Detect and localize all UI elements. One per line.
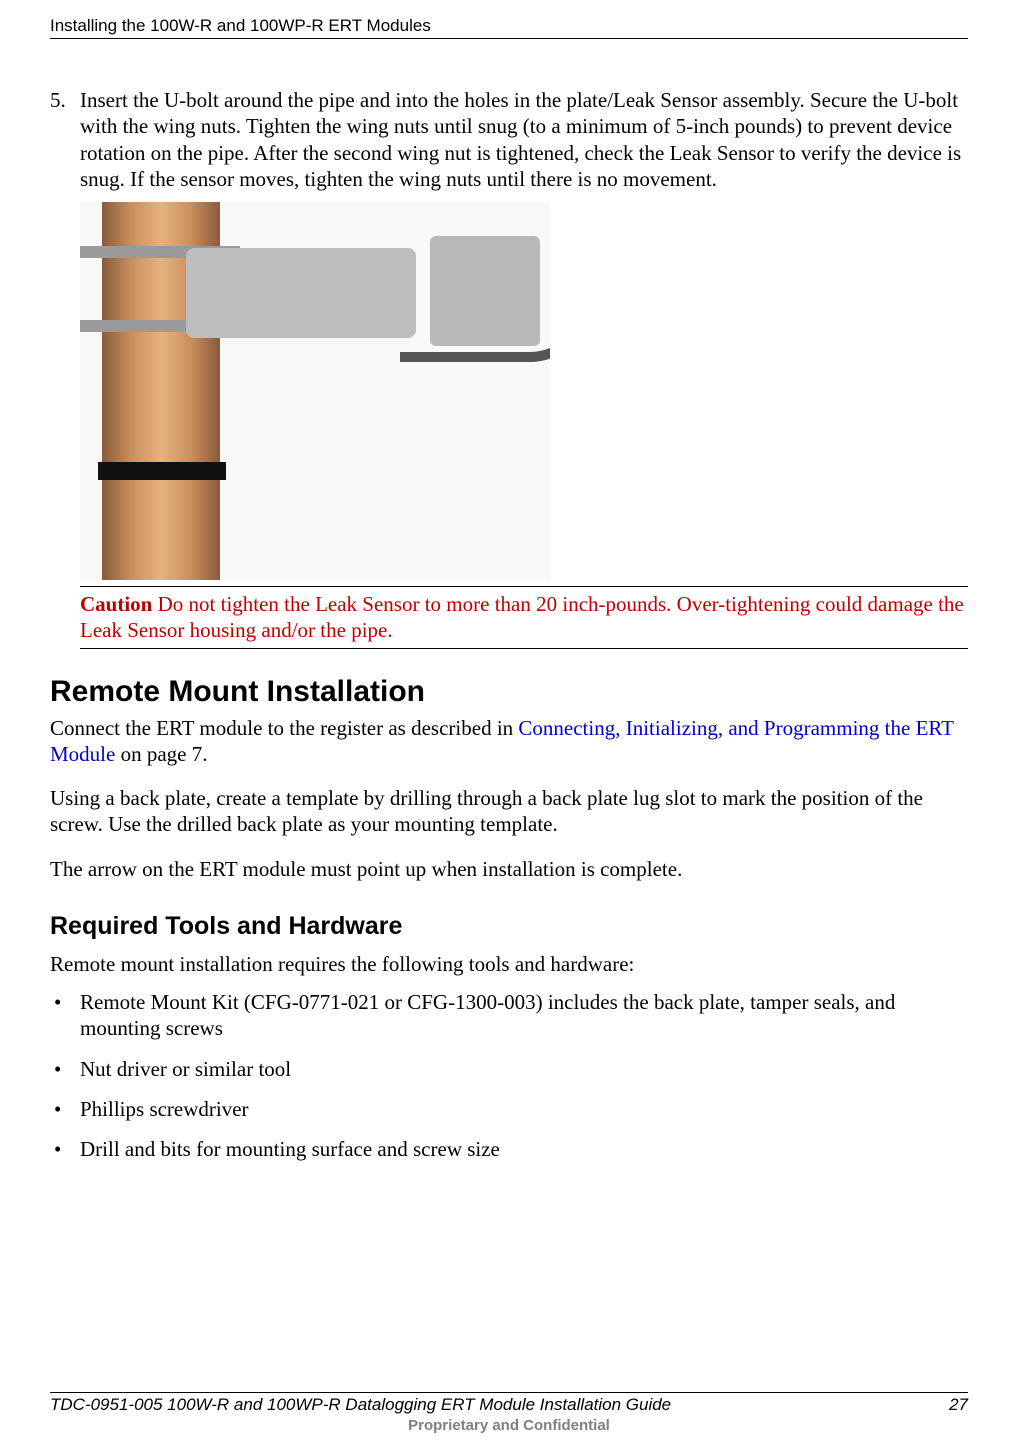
page-footer: TDC-0951-005 100W-R and 100WP-R Datalogg…	[50, 1392, 968, 1434]
heading-remote-mount-installation: Remote Mount Installation	[50, 675, 968, 709]
remote-mount-p1: Connect the ERT module to the register a…	[50, 715, 968, 768]
leak-sensor-photo	[80, 202, 550, 580]
remote-mount-p3: The arrow on the ERT module must point u…	[50, 856, 968, 882]
caution-rule-bottom	[80, 648, 968, 649]
list-item: Remote Mount Kit (CFG-0771-021 or CFG-13…	[50, 989, 968, 1056]
caution-block: Caution Do not tighten the Leak Sensor t…	[80, 586, 968, 649]
remote-mount-p1-post: on page 7.	[115, 742, 207, 766]
list-item: Drill and bits for mounting surface and …	[50, 1136, 968, 1176]
list-item: Phillips screwdriver	[50, 1096, 968, 1136]
remote-mount-p1-pre: Connect the ERT module to the register a…	[50, 716, 518, 740]
strap-graphic	[98, 462, 226, 480]
footer-confidential: Proprietary and Confidential	[50, 1417, 968, 1434]
tools-intro: Remote mount installation requires the f…	[50, 951, 968, 977]
caution-label: Caution	[80, 592, 152, 616]
junction-box-graphic	[430, 236, 540, 346]
footer-doc-id: TDC-0951-005 100W-R and 100WP-R Datalogg…	[50, 1395, 671, 1415]
footer-page-number: 27	[949, 1395, 968, 1415]
tools-list: Remote Mount Kit (CFG-0771-021 or CFG-13…	[50, 989, 968, 1176]
caution-text: Caution Do not tighten the Leak Sensor t…	[80, 587, 968, 648]
sensor-body-graphic	[186, 248, 416, 338]
running-header: Installing the 100W-R and 100WP-R ERT Mo…	[50, 0, 968, 38]
step-text: Insert the U-bolt around the pipe and in…	[80, 87, 968, 192]
step-number: 5.	[50, 87, 80, 192]
list-item: Nut driver or similar tool	[50, 1056, 968, 1096]
step-5: 5. Insert the U-bolt around the pipe and…	[50, 87, 968, 192]
page-content: 5. Insert the U-bolt around the pipe and…	[50, 39, 968, 1176]
remote-mount-p2: Using a back plate, create a template by…	[50, 785, 968, 838]
footer-rule	[50, 1392, 968, 1393]
caution-body: Do not tighten the Leak Sensor to more t…	[80, 592, 964, 642]
heading-required-tools: Required Tools and Hardware	[50, 912, 968, 941]
